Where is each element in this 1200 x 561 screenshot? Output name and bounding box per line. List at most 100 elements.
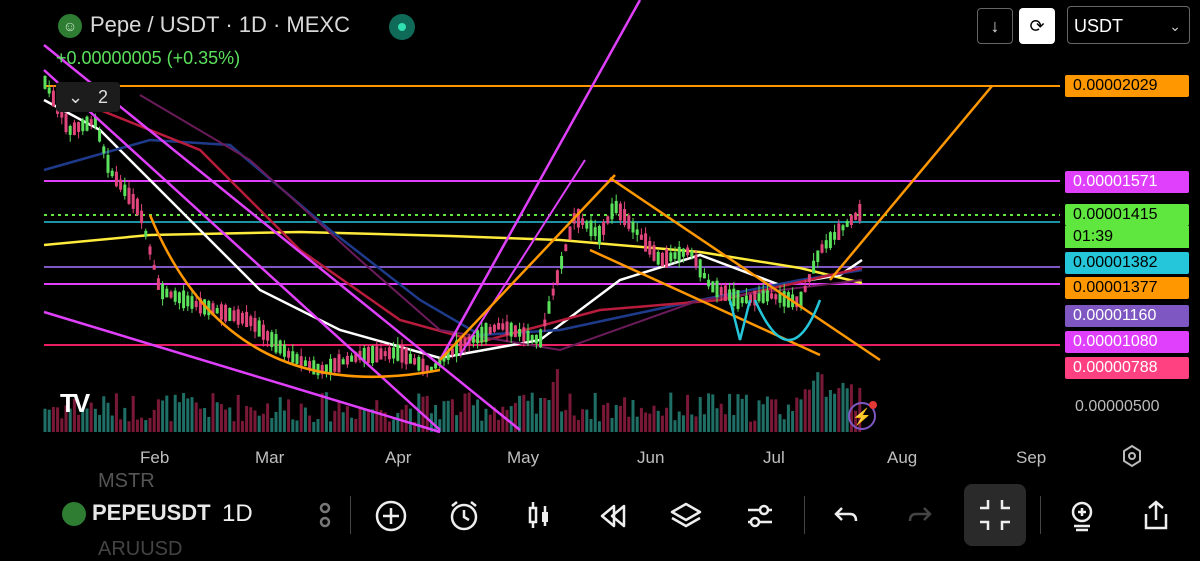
candle-body <box>114 171 118 187</box>
candle-body <box>854 212 858 220</box>
cup-curve <box>148 214 441 378</box>
symbol-list-next[interactable]: ARUUSD <box>98 538 183 560</box>
volume-bar <box>110 415 114 432</box>
candle-body <box>450 348 454 356</box>
candle-body <box>366 346 370 363</box>
candle-type-icon[interactable] <box>305 496 345 536</box>
candle-body <box>337 354 341 373</box>
lightning-icon[interactable]: ⚡ <box>848 401 877 430</box>
candle-body <box>686 247 690 256</box>
replay-icon[interactable] <box>592 496 632 536</box>
candle-body <box>610 203 614 220</box>
chart-settings-icon[interactable] <box>1120 444 1144 468</box>
volume-bar <box>89 402 93 432</box>
volume-bar <box>593 392 597 432</box>
volume-bar <box>337 401 341 432</box>
undo-icon[interactable] <box>826 496 866 536</box>
indicator-count: 2 <box>98 87 109 107</box>
ma-blue <box>43 138 863 337</box>
candle-body <box>345 355 349 365</box>
symbol-name: PEPEUSDT <box>92 500 211 525</box>
candle-body <box>526 330 530 342</box>
candle-body <box>177 292 181 304</box>
candles-icon[interactable] <box>518 496 558 536</box>
volume-bar <box>320 393 324 432</box>
volume-bar <box>690 414 694 432</box>
add-icon[interactable] <box>371 496 411 536</box>
redo-icon[interactable] <box>900 496 940 536</box>
volume-bar <box>635 416 639 432</box>
candle-body <box>711 281 715 293</box>
volume-bar <box>497 419 501 432</box>
download-icon[interactable]: ↓ <box>977 8 1013 44</box>
symbol-list-prev[interactable]: MSTR <box>98 470 155 492</box>
sync-icon[interactable]: ⟳ <box>1019 8 1055 44</box>
volume-bar <box>396 412 400 432</box>
candle-body <box>316 363 320 376</box>
volume-bar <box>387 421 391 432</box>
volume-bar <box>47 409 51 432</box>
candle-body <box>215 307 219 314</box>
x-tick-may: May <box>507 448 540 467</box>
volume-bar <box>660 415 664 432</box>
volume-bar <box>480 420 484 432</box>
volume-bar <box>266 403 270 432</box>
volume-bar <box>261 413 265 432</box>
market-status-icon[interactable] <box>389 14 415 40</box>
candles <box>43 75 862 381</box>
volume-bar <box>471 405 475 432</box>
candle-body <box>392 347 396 359</box>
volume-bar <box>702 414 706 432</box>
candle-body <box>543 319 547 327</box>
settings-sliders-icon[interactable] <box>740 496 780 536</box>
volume-bar <box>312 421 316 432</box>
candle-body <box>190 296 194 309</box>
candle-body <box>232 310 236 322</box>
candle-body <box>782 291 786 307</box>
volume-bar <box>299 403 303 432</box>
volume-bar <box>236 394 240 432</box>
candle-body <box>408 353 412 364</box>
candle-body <box>127 187 131 204</box>
bar-countdown: 01:39 <box>1065 226 1189 248</box>
candle-body <box>64 113 68 132</box>
candle-body <box>585 221 589 229</box>
share-icon[interactable] <box>1136 496 1176 536</box>
cup-curve <box>753 299 822 342</box>
symbol-title[interactable]: Pepe / USDT · 1D · MEXC <box>90 12 350 37</box>
candle-body <box>597 226 601 245</box>
volume-bar <box>656 410 660 432</box>
candle-body <box>652 245 656 261</box>
candle-body <box>93 117 97 127</box>
volume-bar <box>417 393 421 432</box>
price-chart[interactable] <box>0 0 1060 470</box>
symbol-switcher[interactable]: PEPEUSDT <box>62 500 211 527</box>
volume-bar <box>249 407 253 432</box>
candle-body <box>824 240 828 249</box>
volume-bar <box>270 418 274 432</box>
fullscreen-exit-button[interactable] <box>964 484 1026 546</box>
indicators-toggle[interactable]: ⌄ 2 <box>56 82 120 112</box>
volume-bar <box>509 406 513 432</box>
layers-icon[interactable] <box>666 496 706 536</box>
volume-bar <box>43 408 47 432</box>
chart-area[interactable] <box>0 0 1200 470</box>
last-price-label: 0.00001415 <box>1065 204 1189 226</box>
timeframe-button[interactable]: 1D <box>222 500 253 527</box>
candle-body <box>770 293 774 299</box>
candle-body <box>618 203 622 221</box>
add-indicator-icon[interactable] <box>1062 496 1102 536</box>
currency-select[interactable]: USDT ⌄ <box>1067 6 1190 44</box>
volume-bar <box>782 419 786 432</box>
candle-body <box>77 122 81 133</box>
candle-body <box>219 304 223 320</box>
candle-body <box>648 240 652 255</box>
toolbar-divider <box>350 496 351 534</box>
candle-body <box>534 334 538 344</box>
volume-bar <box>350 417 354 432</box>
alarm-icon[interactable] <box>444 496 484 536</box>
volume-bar <box>631 399 635 432</box>
volume-bar <box>257 415 261 432</box>
x-tick-jun: Jun <box>637 448 665 467</box>
candle-body <box>446 350 450 360</box>
